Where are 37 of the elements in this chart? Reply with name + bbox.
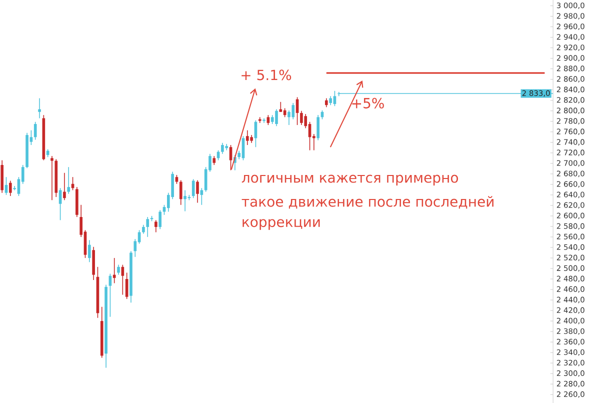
candlestick <box>63 172 66 201</box>
candlestick <box>333 90 336 107</box>
candlestick <box>34 121 37 140</box>
candlestick <box>262 118 266 124</box>
candlestick <box>146 216 150 238</box>
candlestick <box>50 156 54 201</box>
candlestick <box>117 264 120 276</box>
candlestick <box>154 220 158 233</box>
candlestick <box>38 98 41 119</box>
candlestick <box>316 114 320 141</box>
candlestick <box>258 116 262 124</box>
candlestick <box>292 102 295 120</box>
candlestick <box>67 166 70 194</box>
candlestick <box>221 142 224 154</box>
annotation: + 5.1% <box>242 70 292 80</box>
candlestick <box>112 258 116 284</box>
candlestick <box>246 130 249 146</box>
candlestick <box>196 180 199 204</box>
candlestick <box>4 176 8 196</box>
candlestick <box>225 144 228 151</box>
annotation: коррекции <box>242 219 320 230</box>
annotation: такое движение после последней <box>242 196 494 209</box>
candlestick <box>192 178 195 198</box>
candlestick <box>8 180 12 196</box>
candlestick <box>266 114 270 126</box>
candlestick <box>58 188 62 221</box>
candlestick <box>300 110 303 126</box>
candlestick <box>158 210 162 230</box>
candlestick <box>179 180 182 206</box>
candlestick <box>279 102 282 112</box>
candlestick <box>275 108 278 126</box>
annotation: логичным кажется примерно <box>242 174 458 186</box>
annotation: +5% <box>352 98 384 108</box>
candlestick <box>121 264 124 296</box>
candlestick <box>184 190 186 212</box>
candlestick <box>88 240 91 263</box>
candlestick <box>200 188 204 206</box>
